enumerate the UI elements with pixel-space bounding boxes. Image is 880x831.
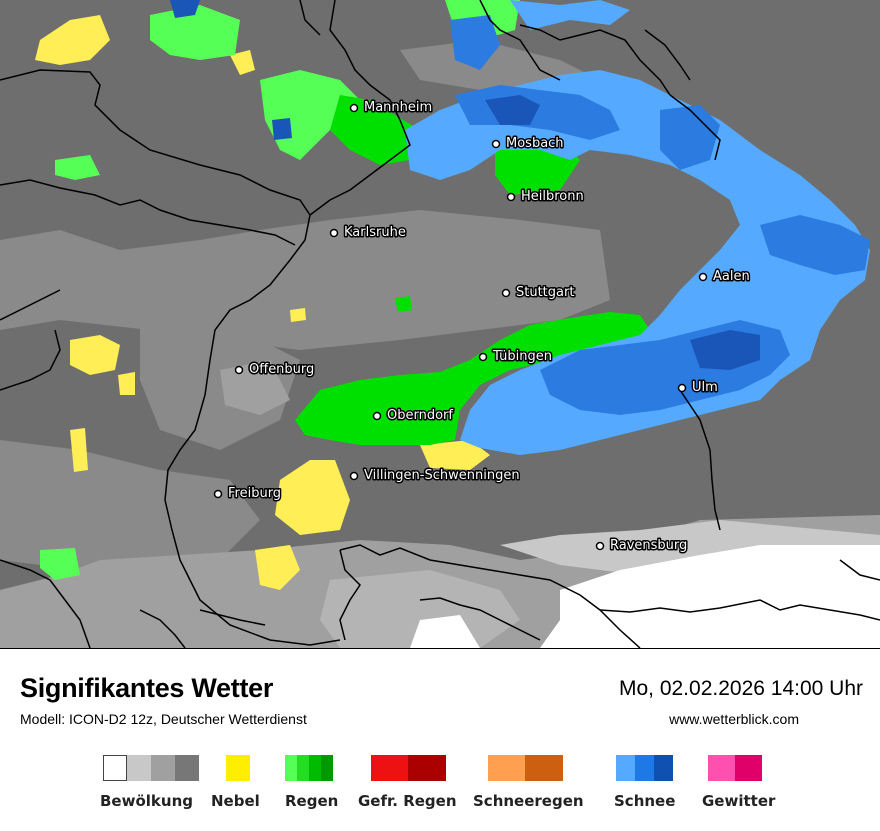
- city-mosbach[interactable]: Mosbach: [491, 135, 565, 153]
- map-svg: Mannheim Mosbach Heilbronn Karlsruhe Stu…: [0, 0, 880, 648]
- svg-text:Heilbronn: Heilbronn: [521, 189, 584, 204]
- city-villingen-schwenningen[interactable]: Villingen-Schwenningen: [349, 467, 521, 485]
- svg-text:Tübingen: Tübingen: [492, 349, 552, 364]
- legend-label-sleet: Schneeregen: [473, 792, 584, 810]
- legend-swatch: [635, 755, 654, 781]
- legend-swatch: [321, 755, 333, 781]
- legend-fog-swatches: [226, 755, 250, 781]
- city-aalen[interactable]: Aalen: [698, 268, 751, 286]
- border-lines: [0, 0, 880, 648]
- legend-clouds: [103, 755, 199, 781]
- legend-swatch: [127, 755, 151, 781]
- legend-swatch: [371, 755, 408, 781]
- legend-label-rain: Regen: [285, 792, 339, 810]
- weather-map: Mannheim Mosbach Heilbronn Karlsruhe Stu…: [0, 0, 880, 648]
- legend-swatch: [654, 755, 673, 781]
- legend-freezing-rain-swatches: [371, 755, 446, 781]
- map-footer: Signifikantes Wetter Modell: ICON-D2 12z…: [0, 648, 880, 831]
- svg-text:Mannheim: Mannheim: [364, 100, 432, 115]
- svg-text:Mosbach: Mosbach: [506, 136, 564, 151]
- svg-text:Ravensburg: Ravensburg: [610, 538, 687, 553]
- svg-text:Oberndorf: Oberndorf: [387, 408, 453, 423]
- city-tuebingen[interactable]: Tübingen: [478, 348, 554, 366]
- legend-swatch: [103, 755, 127, 781]
- website-link[interactable]: www.wetterblick.com: [669, 711, 799, 727]
- city-oberndorf[interactable]: Oberndorf: [372, 407, 455, 425]
- city-heilbronn[interactable]: Heilbronn: [506, 188, 585, 206]
- city-ulm[interactable]: Ulm: [677, 379, 719, 397]
- legend-swatch: [708, 755, 735, 781]
- svg-text:Freiburg: Freiburg: [228, 486, 281, 501]
- city-markers: Mannheim Mosbach Heilbronn Karlsruhe Stu…: [213, 99, 751, 555]
- legend-snow-swatches: [616, 755, 673, 781]
- snow-dark-layer: [170, 0, 760, 370]
- svg-text:Aalen: Aalen: [713, 269, 750, 284]
- model-source: Modell: ICON-D2 12z, Deutscher Wetterdie…: [20, 711, 307, 727]
- legend-fog: [226, 755, 250, 781]
- city-offenburg[interactable]: Offenburg: [234, 361, 316, 379]
- legend-thunderstorm: [708, 755, 762, 781]
- legend-swatch: [309, 755, 321, 781]
- legend-freezing-rain: [371, 755, 446, 781]
- legend-label-snow: Schnee: [614, 792, 676, 810]
- svg-text:Karlsruhe: Karlsruhe: [344, 225, 406, 240]
- legend-snow: [616, 755, 673, 781]
- forecast-datetime: Mo, 02.02.2026 14:00 Uhr: [618, 677, 863, 700]
- city-freiburg[interactable]: Freiburg: [213, 485, 283, 503]
- legend-sleet: [488, 755, 563, 781]
- svg-text:Ulm: Ulm: [692, 380, 718, 395]
- legend-label-freezing-rain: Gefr. Regen: [358, 792, 457, 810]
- legend-rain: [285, 755, 333, 781]
- legend-swatch: [408, 755, 446, 781]
- legend-thunderstorm-swatches: [708, 755, 762, 781]
- legend-swatch: [175, 755, 199, 781]
- legend-sleet-swatches: [488, 755, 563, 781]
- svg-text:Offenburg: Offenburg: [249, 362, 314, 377]
- svg-text:Stuttgart: Stuttgart: [516, 285, 574, 300]
- legend-label-fog: Nebel: [211, 792, 260, 810]
- city-ravensburg[interactable]: Ravensburg: [595, 537, 689, 555]
- legend-swatch: [151, 755, 175, 781]
- svg-text:Villingen-Schwenningen: Villingen-Schwenningen: [364, 468, 520, 483]
- legend-swatch: [226, 755, 250, 781]
- legend-swatch: [735, 755, 762, 781]
- legend-swatch: [488, 755, 525, 781]
- legend: Bewölkung Nebel Regen Gefr. Regen: [0, 755, 880, 825]
- city-mannheim[interactable]: Mannheim: [349, 99, 434, 117]
- fog-layer: [35, 15, 490, 590]
- city-stuttgart[interactable]: Stuttgart: [501, 284, 576, 302]
- legend-swatch: [525, 755, 563, 781]
- legend-swatch: [616, 755, 635, 781]
- legend-label-clouds: Bewölkung: [100, 792, 193, 810]
- city-karlsruhe[interactable]: Karlsruhe: [329, 224, 407, 242]
- map-title: Signifikantes Wetter: [20, 673, 274, 703]
- legend-swatch: [285, 755, 297, 781]
- legend-label-thunderstorm: Gewitter: [702, 792, 776, 810]
- legend-rain-swatches: [285, 755, 333, 781]
- legend-swatch: [297, 755, 309, 781]
- legend-clouds-swatches: [103, 755, 199, 781]
